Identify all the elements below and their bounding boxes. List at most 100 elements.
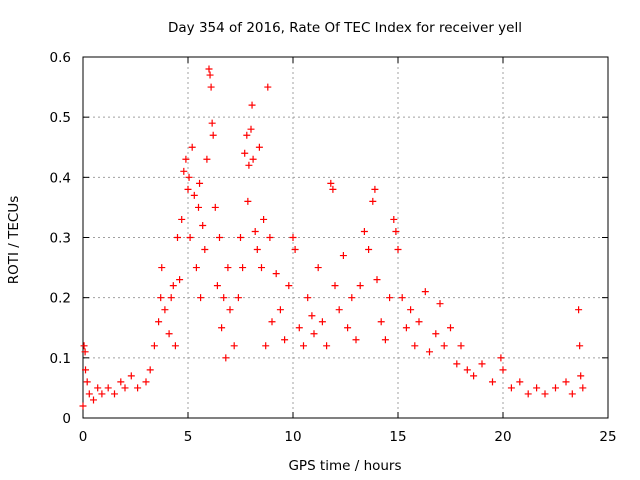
data-point bbox=[552, 384, 559, 392]
data-point bbox=[348, 294, 356, 302]
data-point bbox=[205, 65, 213, 73]
data-point bbox=[575, 306, 583, 314]
data-point bbox=[291, 246, 299, 254]
data-point bbox=[310, 330, 318, 338]
data-point bbox=[134, 384, 142, 392]
data-point bbox=[216, 234, 223, 241]
y-tick-label: 0.3 bbox=[50, 231, 71, 247]
y-axis-label: ROTI / TECUs bbox=[6, 196, 22, 284]
data-point bbox=[289, 234, 297, 241]
data-point bbox=[206, 71, 214, 79]
data-point bbox=[127, 372, 135, 380]
y-tick-label: 0.2 bbox=[50, 291, 71, 307]
x-tick-label: 0 bbox=[79, 429, 88, 445]
data-point bbox=[182, 155, 190, 163]
x-tick-label: 5 bbox=[184, 429, 193, 445]
data-point bbox=[195, 203, 202, 211]
data-point bbox=[207, 83, 215, 91]
data-point bbox=[327, 179, 335, 187]
data-point bbox=[199, 221, 207, 229]
data-point bbox=[402, 324, 410, 332]
data-point bbox=[331, 282, 339, 290]
data-point bbox=[190, 191, 198, 199]
data-point bbox=[432, 330, 440, 338]
data-point bbox=[171, 342, 179, 350]
data-point bbox=[83, 378, 91, 386]
data-point bbox=[239, 264, 247, 272]
data-point bbox=[157, 294, 165, 302]
data-point bbox=[264, 83, 272, 91]
data-point bbox=[579, 384, 587, 392]
data-point bbox=[90, 396, 97, 404]
data-point bbox=[266, 234, 274, 241]
y-tick-label: 0.5 bbox=[50, 110, 71, 126]
x-axis-label: GPS time / hours bbox=[288, 458, 401, 474]
data-point bbox=[352, 336, 360, 344]
data-point bbox=[247, 125, 255, 133]
data-point bbox=[562, 378, 570, 386]
y-tick-label: 0.1 bbox=[50, 351, 71, 367]
data-point bbox=[499, 366, 507, 374]
data-point bbox=[369, 197, 377, 205]
data-point bbox=[230, 342, 238, 350]
data-point bbox=[478, 360, 486, 368]
data-point bbox=[237, 234, 244, 241]
data-point bbox=[268, 318, 276, 326]
data-point bbox=[213, 282, 221, 290]
data-point bbox=[169, 282, 177, 290]
data-point bbox=[262, 342, 270, 350]
y-tick-label: 0 bbox=[62, 411, 71, 427]
data-point bbox=[507, 384, 515, 392]
axis-ticks: 0 0.1 0.2 0.3 0.4 0.5 0.6 0 5 10 15 20 25 bbox=[50, 50, 617, 445]
data-point bbox=[220, 294, 228, 302]
data-point bbox=[192, 264, 200, 272]
data-point bbox=[365, 246, 373, 254]
data-point bbox=[241, 149, 249, 157]
data-point bbox=[224, 264, 232, 272]
data-point bbox=[356, 282, 364, 290]
data-point bbox=[244, 197, 252, 205]
data-point bbox=[85, 390, 93, 398]
data-point bbox=[82, 366, 90, 374]
data-point bbox=[98, 390, 106, 398]
data-point bbox=[186, 234, 194, 241]
data-point bbox=[167, 294, 175, 302]
data-point bbox=[94, 384, 102, 392]
data-point bbox=[577, 372, 585, 380]
data-point bbox=[161, 306, 169, 314]
data-point bbox=[260, 215, 268, 223]
data-point bbox=[150, 342, 158, 350]
data-point bbox=[158, 264, 166, 272]
x-tick-label: 15 bbox=[389, 429, 406, 445]
data-point bbox=[335, 306, 343, 314]
data-point bbox=[208, 119, 216, 127]
data-point bbox=[249, 155, 257, 163]
data-point bbox=[281, 336, 289, 344]
data-point bbox=[253, 246, 261, 254]
data-points bbox=[79, 65, 587, 410]
x-tick-label: 20 bbox=[494, 429, 511, 445]
data-point bbox=[373, 276, 381, 284]
data-point bbox=[203, 155, 211, 163]
data-point bbox=[541, 390, 549, 398]
data-point bbox=[226, 306, 234, 314]
data-point bbox=[377, 318, 385, 326]
data-point bbox=[407, 306, 415, 314]
data-point bbox=[524, 390, 532, 398]
data-point bbox=[463, 366, 471, 374]
data-point bbox=[185, 173, 193, 181]
data-point bbox=[155, 318, 163, 326]
chart-title: Day 354 of 2016, Rate Of TEC Index for r… bbox=[168, 20, 522, 36]
data-point bbox=[142, 378, 150, 386]
data-point bbox=[251, 227, 259, 235]
data-point bbox=[272, 270, 280, 278]
data-point bbox=[339, 252, 347, 260]
data-point bbox=[117, 378, 125, 386]
data-point bbox=[457, 342, 465, 350]
data-point bbox=[178, 215, 186, 223]
data-point bbox=[436, 300, 444, 308]
data-point bbox=[314, 264, 322, 272]
data-point bbox=[411, 342, 419, 350]
data-point bbox=[209, 131, 217, 139]
